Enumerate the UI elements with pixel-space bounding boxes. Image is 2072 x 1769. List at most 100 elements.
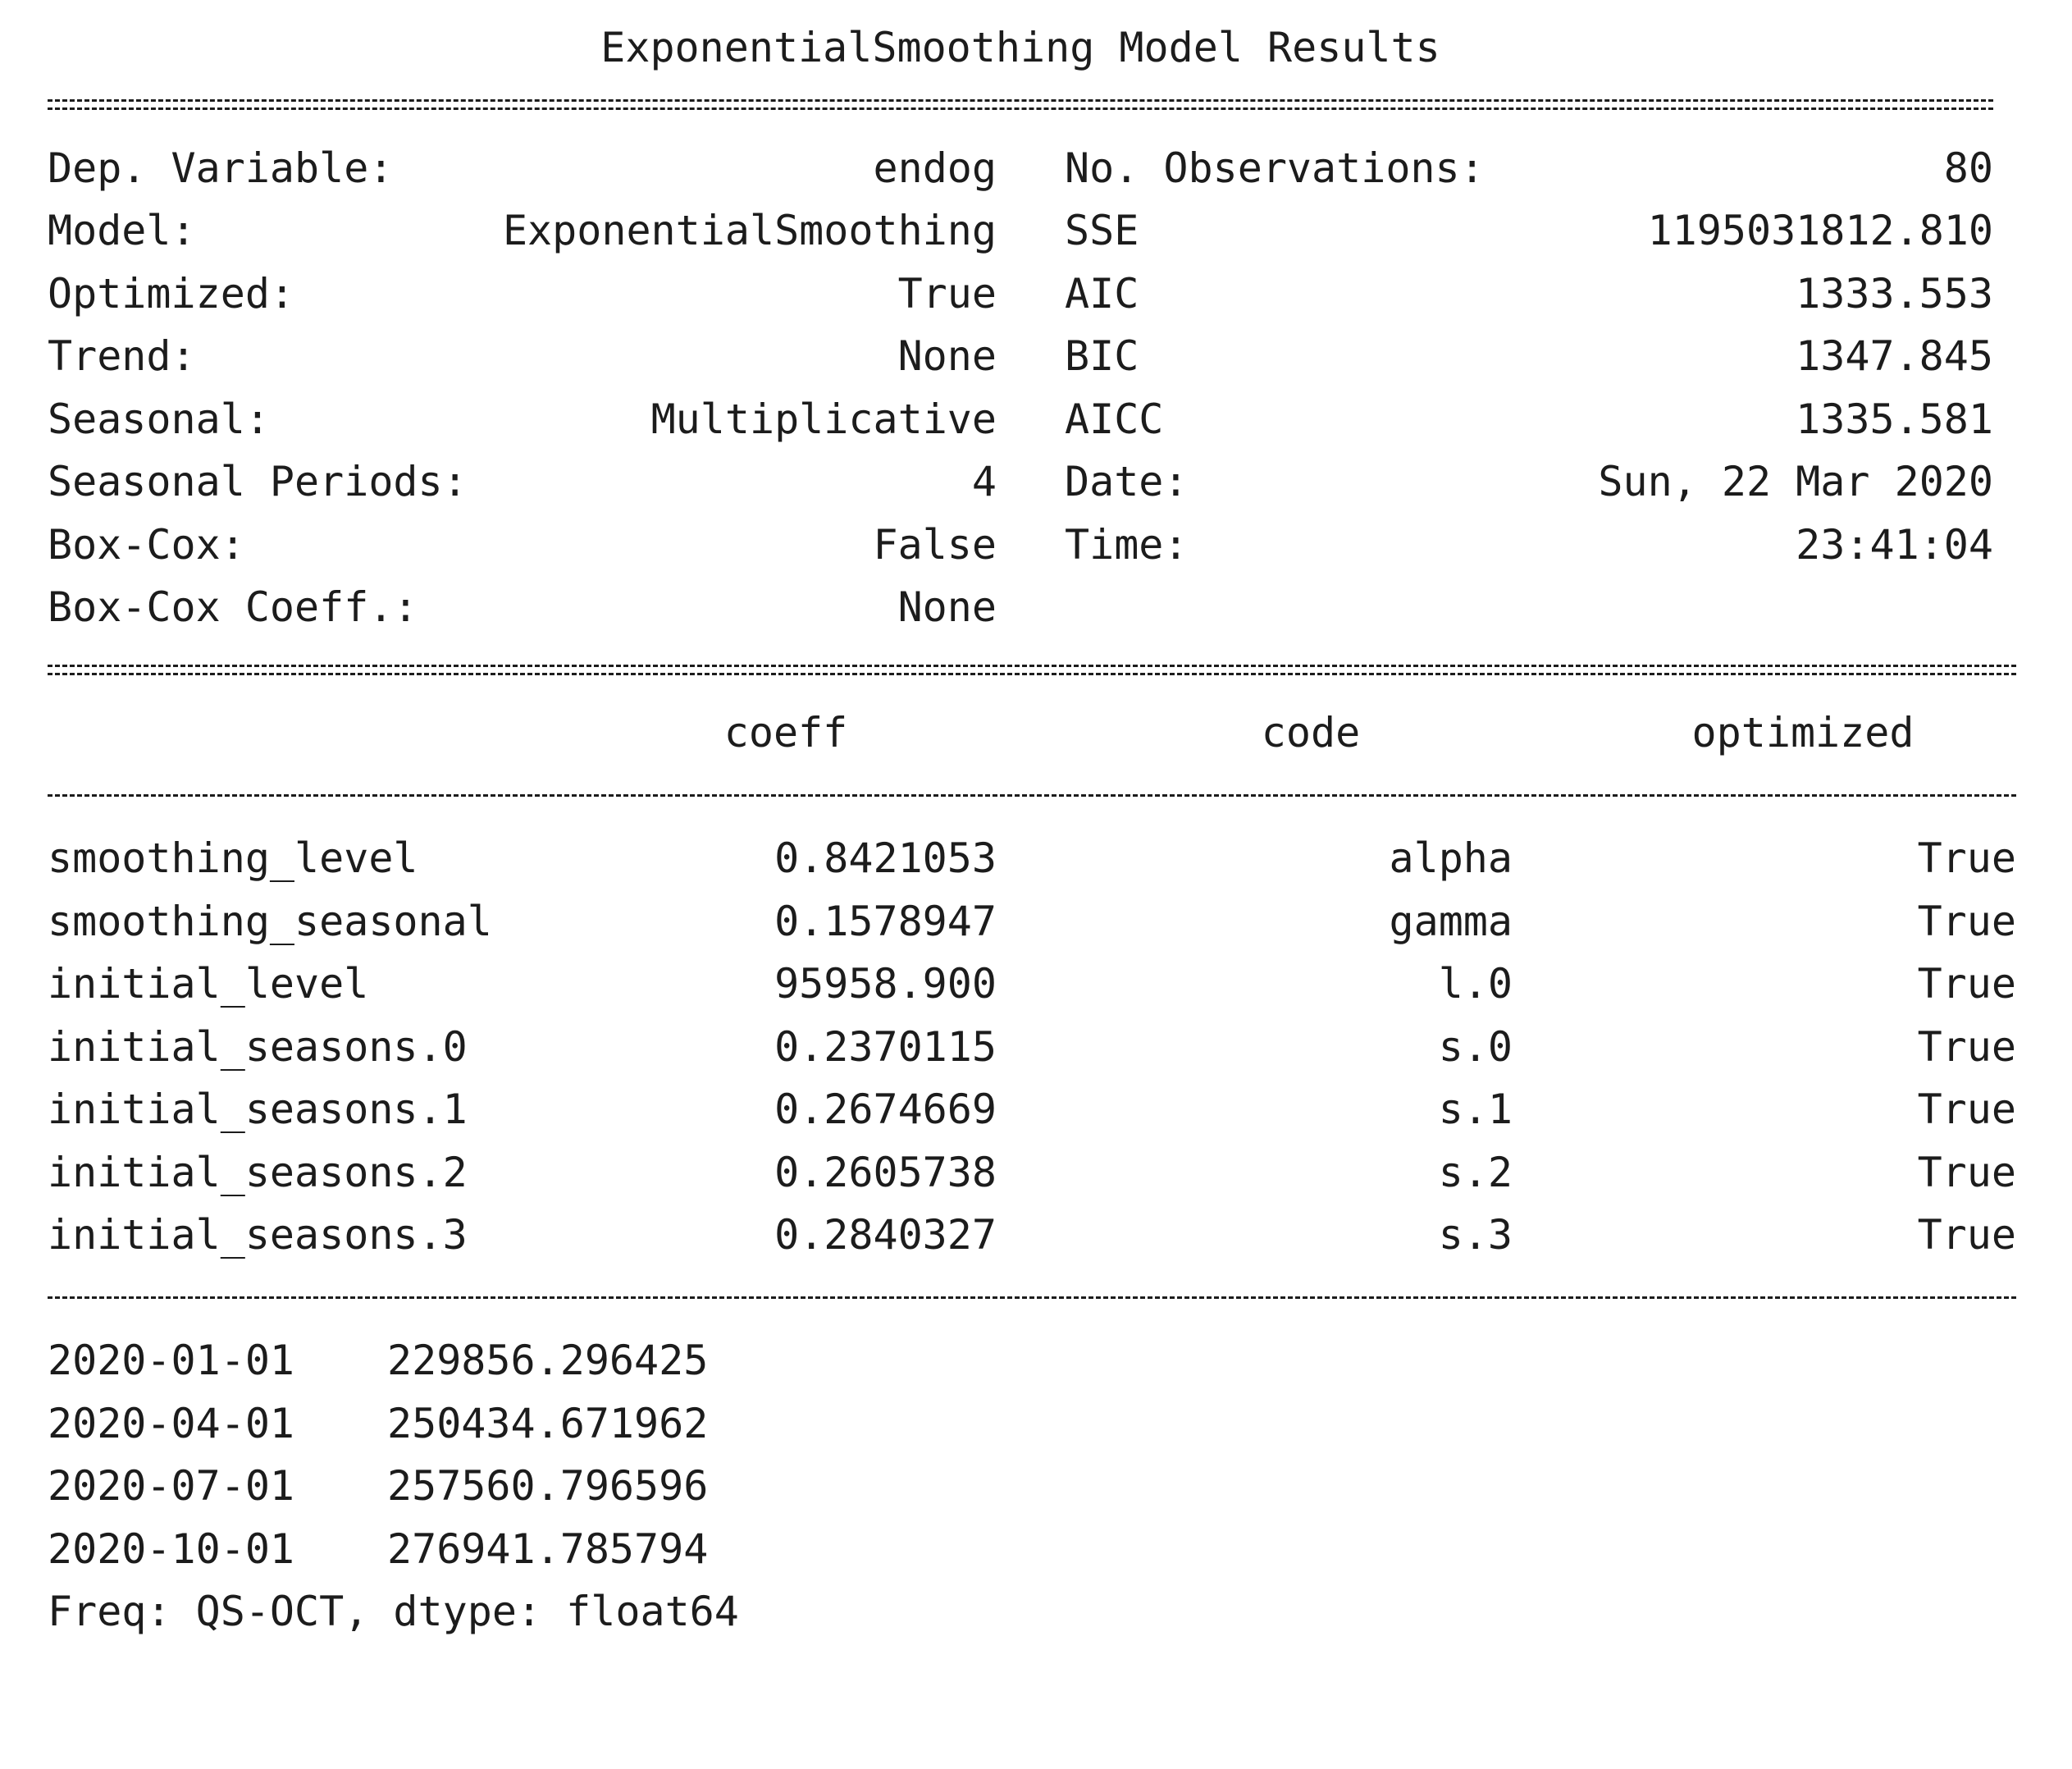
- double-rule-middle: [48, 639, 2016, 702]
- table-row: initial_seasons.0 0.2370115 s.0 True: [48, 1016, 2033, 1079]
- summary-label: SSE: [1065, 207, 1139, 254]
- forecast-value: 257560.796596: [387, 1462, 709, 1510]
- param-name: initial_seasons.2: [48, 1148, 468, 1196]
- param-optimized: True: [1917, 1148, 2016, 1196]
- param-name: smoothing_seasonal: [48, 897, 492, 945]
- param-optimized: True: [1917, 1086, 2016, 1133]
- single-rule-header: [48, 765, 2016, 828]
- forecast-value: 250434.671962: [387, 1399, 709, 1447]
- table-row: initial_seasons.1 0.2674669 s.1 True: [48, 1078, 2033, 1141]
- summary-block: Dep. Variable: endog No. Observations: 8…: [48, 137, 2033, 639]
- param-optimized: True: [1917, 1211, 2016, 1259]
- param-coeff: 0.2370115: [774, 1022, 997, 1071]
- param-optimized: True: [1917, 834, 2016, 882]
- forecast-value: 229856.296425: [387, 1337, 709, 1384]
- param-name: initial_seasons.3: [48, 1211, 468, 1259]
- param-code: l.0: [1438, 960, 1513, 1008]
- summary-label: Date:: [1065, 458, 1189, 505]
- forecast-footer: Freq: QS-OCT, dtype: float64: [48, 1580, 2033, 1643]
- summary-value: ExponentialSmoothing: [502, 207, 997, 254]
- summary-value: 1333.553: [1796, 269, 1993, 318]
- summary-label: Box-Cox:: [48, 520, 245, 569]
- summary-row: Seasonal Periods: 4 Date: Sun, 22 Mar 20…: [48, 450, 2033, 514]
- summary-row: Trend: None BIC 1347.845: [48, 325, 2033, 388]
- summary-label: AICC: [1065, 395, 1164, 443]
- summary-value: 1195031812.810: [1647, 207, 1993, 254]
- summary-value: 80: [1943, 144, 1993, 192]
- results-title: ExponentialSmoothing Model Results: [600, 24, 1440, 71]
- params-header-row: coeff code optimized: [48, 702, 2033, 765]
- summary-label: Trend:: [48, 332, 196, 380]
- forecast-row: 2020-10-01 276941.785794: [48, 1518, 2033, 1581]
- param-code: s.0: [1438, 1022, 1513, 1071]
- param-coeff: 0.2605738: [774, 1148, 997, 1196]
- summary-row: Seasonal: Multiplicative AICC 1335.581: [48, 388, 2033, 451]
- param-coeff: 0.8421053: [774, 834, 997, 882]
- summary-row: Box-Cox Coeff.: None: [48, 576, 2033, 639]
- forecast-row: 2020-04-01 250434.671962: [48, 1392, 2033, 1456]
- title-line: ExponentialSmoothing Model Results: [48, 21, 2033, 74]
- forecast-date: 2020-04-01: [48, 1399, 295, 1447]
- summary-value: 4: [971, 458, 997, 505]
- param-name: smoothing_level: [48, 834, 418, 882]
- param-coeff: 0.2674669: [774, 1086, 997, 1133]
- summary-label: Box-Cox Coeff.:: [48, 583, 418, 631]
- forecast-date: 2020-01-01: [48, 1337, 295, 1384]
- summary-value: Multiplicative: [650, 395, 997, 443]
- summary-label: AIC: [1065, 269, 1139, 318]
- model-results-output: ExponentialSmoothing Model Results Dep. …: [48, 21, 2033, 1643]
- summary-value: 1335.581: [1796, 395, 1993, 443]
- param-optimized: True: [1917, 960, 2016, 1008]
- forecast-row: 2020-07-01 257560.796596: [48, 1455, 2033, 1518]
- forecast-value: 276941.785794: [387, 1524, 709, 1573]
- summary-value: True: [897, 269, 997, 318]
- summary-row: Box-Cox: False Time: 23:41:04: [48, 514, 2033, 577]
- param-coeff: 0.2840327: [774, 1211, 997, 1259]
- summary-label: BIC: [1065, 332, 1139, 380]
- param-coeff: 95958.900: [774, 960, 997, 1008]
- summary-label: Seasonal Periods:: [48, 458, 468, 505]
- summary-row: Optimized: True AIC 1333.553: [48, 263, 2033, 326]
- column-header-code: code: [1261, 709, 1361, 757]
- summary-value: False: [873, 520, 997, 569]
- summary-value: 23:41:04: [1796, 520, 1993, 569]
- summary-label: Time:: [1065, 520, 1189, 569]
- single-rule-bottom: [48, 1267, 2016, 1330]
- summary-value: None: [897, 332, 997, 380]
- summary-row: Model: ExponentialSmoothing SSE 11950318…: [48, 199, 2033, 263]
- param-name: initial_seasons.0: [48, 1022, 468, 1071]
- param-optimized: True: [1917, 1022, 2016, 1071]
- forecast-row: 2020-01-01 229856.296425: [48, 1329, 2033, 1392]
- summary-value: Sun, 22 Mar 2020: [1598, 458, 1993, 505]
- param-code: s.2: [1438, 1148, 1513, 1196]
- double-rule-top: [48, 74, 1993, 137]
- forecast-date: 2020-07-01: [48, 1462, 295, 1510]
- summary-value: None: [897, 583, 997, 631]
- summary-label: Optimized:: [48, 269, 295, 318]
- param-code: s.1: [1438, 1086, 1513, 1133]
- table-row: smoothing_seasonal 0.1578947 gamma True: [48, 890, 2033, 953]
- summary-label: Model:: [48, 207, 196, 254]
- table-row: initial_seasons.2 0.2605738 s.2 True: [48, 1141, 2033, 1204]
- params-table: smoothing_level 0.8421053 alpha True smo…: [48, 827, 2033, 1267]
- summary-label: Dep. Variable:: [48, 144, 394, 192]
- freq-dtype-text: Freq: QS-OCT, dtype: float64: [48, 1588, 739, 1635]
- table-row: initial_seasons.3 0.2840327 s.3 True: [48, 1204, 2033, 1267]
- summary-value: endog: [873, 144, 997, 192]
- forecast-date: 2020-10-01: [48, 1524, 295, 1573]
- forecast-output: 2020-01-01 229856.296425 2020-04-01 2504…: [48, 1329, 2033, 1643]
- param-coeff: 0.1578947: [774, 897, 997, 945]
- summary-row: Dep. Variable: endog No. Observations: 8…: [48, 137, 2033, 200]
- summary-label: Seasonal:: [48, 395, 270, 443]
- param-name: initial_level: [48, 960, 369, 1008]
- param-name: initial_seasons.1: [48, 1086, 468, 1133]
- column-header-optimized: optimized: [1691, 709, 1915, 757]
- column-header-coeff: coeff: [723, 709, 848, 757]
- table-row: initial_level 95958.900 l.0 True: [48, 953, 2033, 1016]
- param-code: s.3: [1438, 1211, 1513, 1259]
- summary-value: 1347.845: [1796, 332, 1993, 380]
- param-code: alpha: [1389, 834, 1513, 882]
- param-optimized: True: [1917, 897, 2016, 945]
- param-code: gamma: [1389, 897, 1513, 945]
- summary-label: No. Observations:: [1065, 144, 1485, 192]
